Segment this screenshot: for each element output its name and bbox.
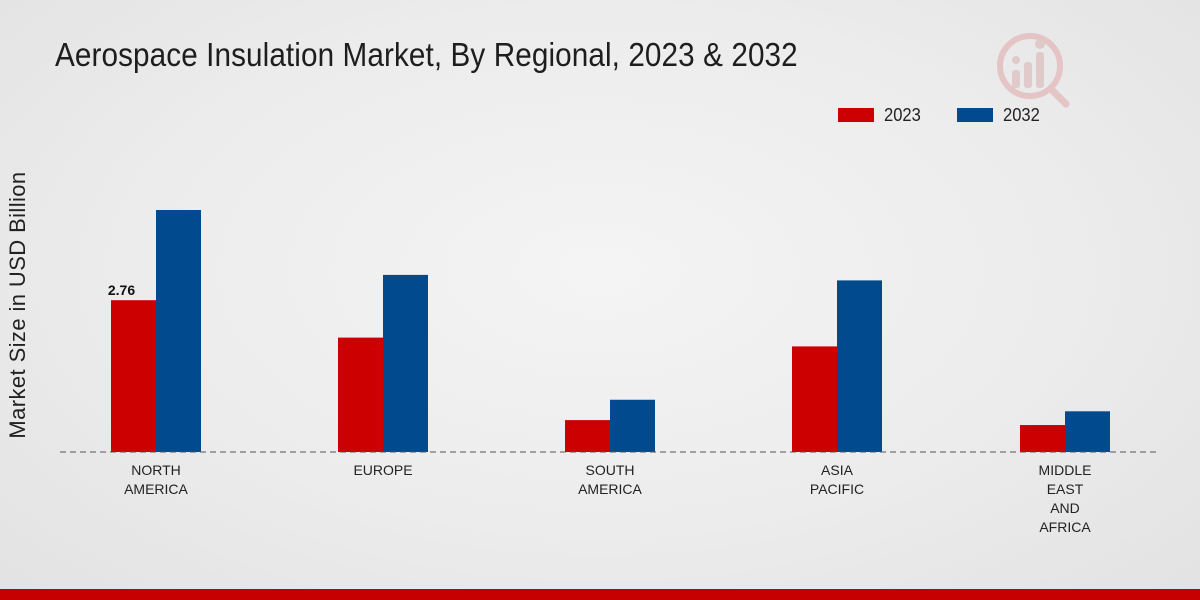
x-tick-label-asia-pacific: ASIA PACIFIC [810,462,864,497]
bar-middle-east-and-africa-2023 [1020,425,1065,452]
legend-item-2032: 2032 [957,104,1043,126]
data-label-north-america-2023: 2.76 [108,282,135,298]
bar-south-america-2023 [565,420,610,452]
bar-south-america-2032 [610,399,655,452]
x-tick-label-north-america: NORTH AMERICA [124,462,188,497]
x-tick-label-middle-east-and-africa: MIDDLE EAST AND AFRICA [1039,462,1092,535]
chart-title: Aerospace Insulation Market, By Regional… [55,36,798,73]
bar-middle-east-and-africa-2032 [1065,411,1110,452]
bar-north-america-2023 [111,300,156,452]
bar-asia-pacific-2023 [792,346,837,452]
legend-item-2023: 2023 [838,104,924,126]
legend-label-2032: 2032 [1003,104,1040,125]
legend-swatch-2023 [838,108,874,122]
bottom-accent-bar [0,589,1200,600]
bar-europe-2032 [383,274,428,452]
bar-asia-pacific-2032 [837,280,882,452]
bar-north-america-2032 [156,210,201,452]
legend-label-2023: 2023 [884,104,921,125]
bar-europe-2023 [338,337,383,452]
brand-logo-icon [997,33,1070,108]
legend-swatch-2032 [957,108,993,122]
x-tick-label-europe: EUROPE [353,462,412,478]
x-tick-label-south-america: SOUTH AMERICA [578,462,642,497]
